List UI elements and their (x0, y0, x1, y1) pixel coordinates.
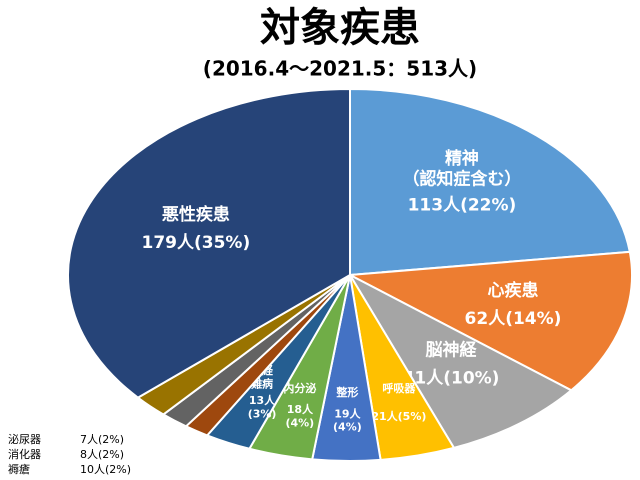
legend-label: 泌尿器 (8, 433, 41, 446)
slice-value-label: 62人(14%) (465, 309, 562, 329)
pie-slice (346, 250, 633, 392)
slice-value-label: 18人(4%) (285, 402, 314, 429)
slice-value-label: 21人(5%) (371, 409, 426, 423)
legend-value: 8人(2%) (80, 448, 124, 461)
slice-value-label: 113人(22%) (408, 195, 517, 215)
pie-slice (347, 272, 574, 450)
legend-value: 7人(2%) (80, 433, 124, 446)
slice-label: 内分泌 (283, 381, 316, 395)
slice-label: 悪性疾患 (162, 204, 230, 225)
slice-value-label: 41人(10%) (403, 369, 500, 389)
chart-title: 対象疾患 (260, 5, 420, 51)
legend-label: 褥瘡 (8, 462, 30, 476)
chart-subtitle: (2016.4～2021.5：513人) (203, 57, 477, 81)
slice-label: 心疾患 (487, 280, 538, 301)
slice-value-label: 19人(4%) (333, 406, 362, 433)
slice-value-label: 13人(3%) (248, 393, 277, 420)
legend-label: 消化器 (8, 447, 41, 461)
slice-label: 脳神経 (426, 340, 478, 361)
slice-label: 整形 (335, 385, 358, 399)
slice-value-label: 179人(35%) (142, 233, 251, 253)
pie-slice (349, 87, 631, 277)
slice-label: 呼吸器 (382, 381, 416, 395)
slice-label: 精神（認知症含む） (402, 148, 521, 189)
legend-value: 10人(2%) (80, 463, 131, 476)
pie-slice (67, 87, 351, 399)
